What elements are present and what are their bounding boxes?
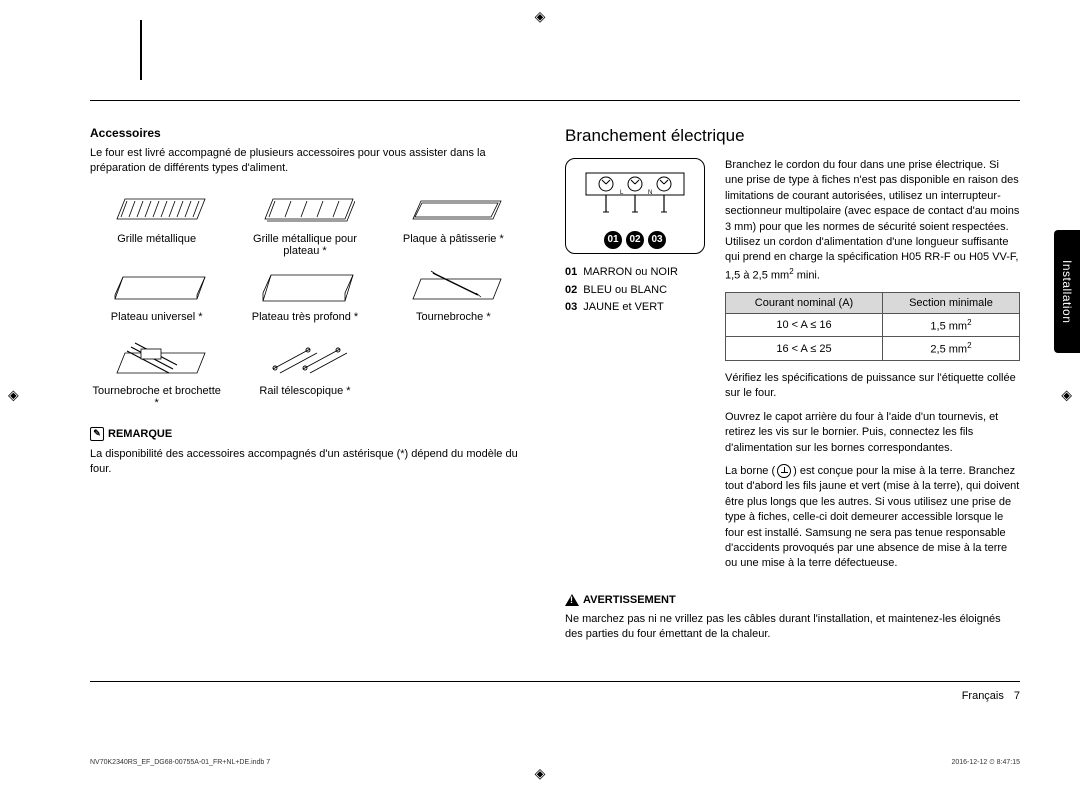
badge-01: 01 — [604, 231, 622, 249]
acc-label: Tournebroche et brochette * — [90, 385, 223, 409]
acc-item: Plateau universel * — [90, 265, 223, 323]
right-column: Branchement électrique L N — [565, 126, 1020, 651]
acc-item: Tournebroche * — [387, 265, 520, 323]
electrical-p3: Ouvrez le capot arrière du four à l'aide… — [725, 410, 1020, 456]
note-label: REMARQUE — [108, 428, 172, 440]
wire-legend: 01MARRON ou NOIR 02BLEU ou BLANC 03JAUNE… — [565, 264, 705, 317]
acc-item: Grille métallique pour plateau * — [238, 187, 371, 257]
acc-label: Plateau très profond * — [238, 311, 371, 323]
wire-number-badges: 010203 — [580, 231, 690, 249]
print-meta-right: 2016-12-12 ⏲ 8:47:15 — [951, 759, 1020, 767]
side-tab-label: Installation — [1060, 260, 1074, 323]
terminal-diagram: L N 010203 — [565, 158, 705, 254]
crop-mark-bottom: ◈ — [535, 765, 546, 782]
warning-text: Ne marchez pas ni ne vrillez pas les câb… — [565, 612, 1020, 643]
footer-lang: Français — [962, 690, 1004, 702]
note-heading: ✎ REMARQUE — [90, 427, 520, 441]
footer-page: 7 — [1014, 690, 1020, 702]
vertical-mark — [140, 20, 142, 80]
badge-03: 03 — [648, 231, 666, 249]
ground-icon — [777, 464, 791, 478]
note-icon: ✎ — [90, 427, 104, 441]
spec-r1c2: 1,5 mm2 — [882, 313, 1019, 337]
accessories-grid: Grille métallique Grille métallique pour… — [90, 187, 520, 409]
deep-tray-icon — [255, 265, 355, 307]
baking-tray-icon — [403, 187, 503, 229]
acc-label: Plateau universel * — [90, 311, 223, 323]
spec-r2c2: 2,5 mm2 — [882, 337, 1019, 361]
page-content: Accessoires Le four est livré accompagné… — [90, 100, 1020, 765]
acc-item: Plaque à pâtisserie * — [387, 187, 520, 257]
rotisserie-icon — [403, 265, 503, 307]
wire-02-text: BLEU ou BLANC — [583, 284, 667, 296]
acc-label: Tournebroche * — [387, 311, 520, 323]
spec-r2c1: 16 < A ≤ 25 — [726, 337, 883, 361]
badge-02: 02 — [626, 231, 644, 249]
wire-left-block: L N 010203 01MARRON ou NOIR 02BLEU o — [565, 158, 705, 580]
svg-text:N: N — [648, 190, 652, 196]
terminal-icon: L N — [580, 167, 690, 222]
accessories-title: Accessoires — [90, 126, 520, 140]
electrical-p4: La borne () est conçue pour la mise à la… — [725, 464, 1020, 572]
electrical-p2: Vérifiez les spécifications de puissance… — [725, 371, 1020, 402]
electrical-heading: Branchement électrique — [565, 126, 1020, 146]
left-column: Accessoires Le four est livré accompagné… — [90, 126, 520, 651]
crop-mark-left: ◈ — [8, 387, 19, 404]
warning-icon — [565, 594, 579, 606]
wire-03-text: JAUNE et VERT — [583, 301, 664, 313]
acc-label: Grille métallique — [90, 233, 223, 245]
spec-r1c1: 10 < A ≤ 16 — [726, 313, 883, 337]
telescopic-rail-icon — [255, 331, 355, 381]
print-metadata: NV70K2340RS_EF_DG68-00755A-01_FR+NL+DE.i… — [90, 759, 1020, 767]
electrical-text-block: Branchez le cordon du four dans une pris… — [725, 158, 1020, 580]
note-text: La disponibilité des accessoires accompa… — [90, 447, 520, 478]
spec-h2: Section minimale — [882, 292, 1019, 313]
rotisserie-skewer-icon — [107, 331, 207, 381]
crop-mark-top: ◈ — [535, 8, 546, 25]
acc-item: Grille métallique — [90, 187, 223, 257]
accessories-text: Le four est livré accompagné de plusieur… — [90, 146, 520, 177]
acc-item: Rail télescopique * — [238, 331, 371, 409]
top-rule — [90, 100, 1020, 101]
universal-tray-icon — [107, 265, 207, 307]
print-meta-left: NV70K2340RS_EF_DG68-00755A-01_FR+NL+DE.i… — [90, 759, 270, 767]
spec-table: Courant nominal (A) Section minimale 10 … — [725, 292, 1020, 361]
acc-label: Plaque à pâtisserie * — [387, 233, 520, 245]
wire-01-text: MARRON ou NOIR — [583, 266, 678, 278]
electrical-p1: Branchez le cordon du four dans une pris… — [725, 158, 1020, 284]
wire-rack-icon — [107, 187, 207, 229]
acc-label: Rail télescopique * — [238, 385, 371, 397]
spec-h1: Courant nominal (A) — [726, 292, 883, 313]
wire-rack-insert-icon — [255, 187, 355, 229]
side-tab: Installation — [1054, 230, 1080, 353]
acc-label: Grille métallique pour plateau * — [238, 233, 371, 257]
warning-heading: AVERTISSEMENT — [565, 594, 1020, 606]
footer-line: Français 7 — [90, 682, 1020, 702]
warning-label: AVERTISSEMENT — [583, 594, 676, 606]
acc-item: Tournebroche et brochette * — [90, 331, 223, 409]
crop-mark-right: ◈ — [1061, 387, 1072, 404]
acc-item: Plateau très profond * — [238, 265, 371, 323]
